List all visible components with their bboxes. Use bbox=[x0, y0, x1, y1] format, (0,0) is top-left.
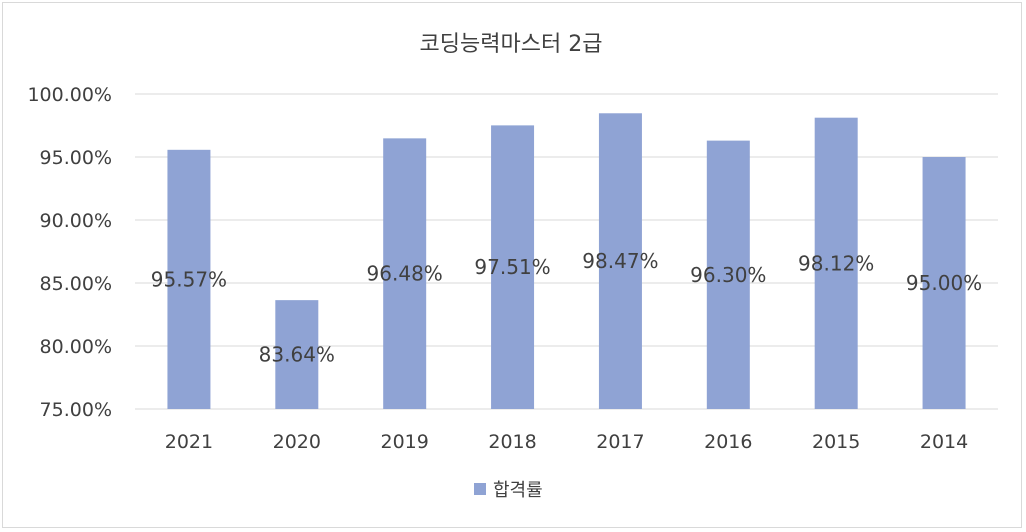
x-tick-label: 2021 bbox=[165, 431, 213, 453]
data-label-2016: 96.30% bbox=[690, 263, 766, 287]
y-tick-label: 90.00% bbox=[40, 210, 112, 232]
y-tick-label: 80.00% bbox=[40, 336, 112, 358]
legend: 합격률 bbox=[474, 480, 543, 501]
x-tick-label: 2014 bbox=[920, 431, 968, 453]
bar-2021 bbox=[167, 149, 211, 409]
data-label-2018: 97.51% bbox=[474, 255, 550, 279]
legend-swatch-pass-rate bbox=[474, 483, 486, 495]
data-label-2015: 98.12% bbox=[798, 251, 874, 275]
legend-label-pass-rate: 합격률 bbox=[493, 480, 543, 501]
bar-2015 bbox=[814, 117, 858, 410]
bars bbox=[167, 113, 966, 410]
bar-2017 bbox=[598, 113, 642, 409]
y-axis-ticks: 100.00% 95.00% 90.00% 85.00% 80.00% 75.00% bbox=[27, 84, 112, 421]
data-labels: 95.57% 83.64% 96.48% 97.51% 98.47% 96.30% 98.1… bbox=[151, 249, 982, 366]
data-label-2017: 98.47% bbox=[582, 249, 658, 273]
bar-2016 bbox=[706, 140, 750, 409]
y-tick-label: 75.00% bbox=[40, 399, 112, 421]
bar-2014 bbox=[922, 157, 966, 409]
x-tick-label: 2020 bbox=[273, 431, 321, 453]
data-label-2021: 95.57% bbox=[151, 267, 227, 291]
x-tick-label: 2018 bbox=[488, 431, 536, 453]
chart-title: 코딩능력마스터 2급 bbox=[420, 32, 603, 57]
y-tick-label: 100.00% bbox=[27, 84, 112, 106]
y-tick-label: 95.00% bbox=[40, 147, 112, 169]
x-tick-label: 2016 bbox=[704, 431, 752, 453]
data-label-2019: 96.48% bbox=[367, 262, 443, 286]
bar-2018 bbox=[491, 125, 535, 410]
data-label-2020: 83.64% bbox=[259, 343, 335, 367]
bar-2020 bbox=[275, 300, 319, 409]
x-axis-ticks: 2021 2020 2019 2018 2017 2016 2015 2014 bbox=[165, 431, 968, 453]
y-tick-label: 85.00% bbox=[40, 273, 112, 295]
bar-2019 bbox=[383, 138, 427, 410]
x-tick-label: 2015 bbox=[812, 431, 860, 453]
x-tick-label: 2017 bbox=[596, 431, 644, 453]
x-tick-label: 2019 bbox=[381, 431, 429, 453]
data-label-2014: 95.00% bbox=[906, 271, 982, 295]
